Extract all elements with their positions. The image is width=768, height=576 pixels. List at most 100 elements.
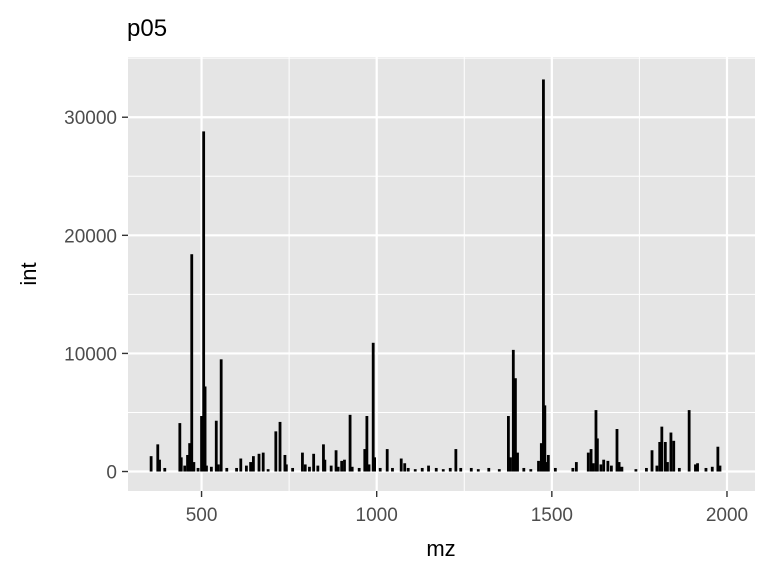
peak-bar <box>203 386 207 472</box>
peak-bar <box>553 467 557 472</box>
x-axis: 500 1000 1500 2000 <box>186 491 748 526</box>
peak-bar <box>365 416 369 472</box>
peak-bar <box>469 467 473 472</box>
peak-bar <box>511 349 515 472</box>
peak-bar <box>257 453 261 472</box>
peak-bar <box>357 467 361 472</box>
y-tick-label: 10000 <box>64 344 117 365</box>
peak-bar <box>186 454 189 472</box>
x-tick-label: 1500 <box>531 505 573 526</box>
peak-bar <box>574 462 578 472</box>
x-axis-label: mz <box>426 536 455 561</box>
peak-bar <box>363 449 367 472</box>
peak-bar <box>589 449 593 472</box>
peak-bar <box>615 429 619 472</box>
peak-bar <box>617 462 621 472</box>
y-axis: 0 10000 20000 30000 <box>64 108 128 484</box>
peak-bar <box>658 441 662 472</box>
peak-bar <box>266 469 270 472</box>
peak-bar <box>399 458 403 472</box>
peak-bar <box>516 452 519 472</box>
peak-bar <box>252 456 255 472</box>
peak-bar <box>156 444 160 472</box>
peak-bar <box>537 460 540 472</box>
peak-bar <box>716 446 720 472</box>
peak-bar <box>694 464 697 472</box>
peak-bar <box>666 462 669 472</box>
peak-bar <box>340 460 344 472</box>
peak-bar <box>348 414 352 472</box>
peak-bar <box>645 467 648 472</box>
peak-bar <box>650 450 654 472</box>
peak-bar <box>163 467 167 472</box>
peak-bar <box>509 457 512 472</box>
peak-bar <box>391 467 394 472</box>
y-axis-label: int <box>16 262 41 285</box>
peak-bar <box>329 465 333 472</box>
y-tick-label: 0 <box>106 463 117 484</box>
peak-bar <box>620 466 624 472</box>
peak-bar <box>420 467 424 472</box>
peak-bar <box>413 469 417 472</box>
peak-bar <box>178 423 182 472</box>
peak-bar <box>522 467 526 472</box>
peak-bar <box>192 462 196 472</box>
peak-bar <box>373 457 376 472</box>
peak-bar <box>283 454 287 472</box>
peak-bar <box>599 464 603 472</box>
peak-bar <box>235 467 238 472</box>
peak-bar <box>149 456 153 472</box>
peak-bar <box>459 467 463 472</box>
peak-bar <box>200 416 203 472</box>
peak-bar <box>609 465 613 472</box>
peak-bar <box>571 467 575 472</box>
peak-bar <box>196 467 200 472</box>
peak-bar <box>308 466 311 472</box>
peak-bar <box>545 462 549 472</box>
peak-bar <box>655 465 659 472</box>
peak-bar <box>284 464 288 472</box>
peak-bar <box>249 462 252 472</box>
peak-bar <box>244 465 248 472</box>
peak-bar <box>225 467 229 472</box>
peak-bar <box>303 464 307 472</box>
y-tick-label: 30000 <box>64 108 117 129</box>
peak-bar <box>334 450 338 472</box>
peak-bar <box>214 420 218 472</box>
peak-bar <box>188 443 192 472</box>
peak-bar <box>190 254 194 472</box>
peak-bar <box>350 466 354 472</box>
peak-bar <box>543 405 547 472</box>
peak-bar <box>454 449 458 472</box>
peak-bar <box>696 463 699 472</box>
peak-bar <box>672 440 676 472</box>
minor-gridlines <box>128 57 755 491</box>
peak-bar <box>202 131 206 472</box>
peak-bar <box>427 465 430 472</box>
peak-bar <box>371 342 375 472</box>
peak-bar <box>367 464 371 472</box>
peak-bar <box>274 431 278 472</box>
peak-bar <box>239 458 243 472</box>
x-tick-label: 500 <box>186 505 218 526</box>
peak-bar <box>378 467 382 472</box>
peak-bar <box>219 359 223 472</box>
peak-bar <box>591 463 595 472</box>
peak-bar <box>343 459 346 472</box>
peak-bar <box>322 444 325 472</box>
chart-title: p05 <box>127 15 167 42</box>
peak-bar <box>677 467 681 472</box>
peak-bar <box>606 460 610 472</box>
peak-bar <box>403 463 407 472</box>
peak-bar <box>539 443 543 472</box>
peak-bar <box>183 465 187 472</box>
peak-bar <box>663 441 667 472</box>
peak-bar <box>687 410 691 472</box>
peak-bar <box>209 466 213 472</box>
peak-bar <box>336 466 340 472</box>
peak-bar <box>205 465 208 472</box>
peak-bar <box>542 79 545 472</box>
x-tick-label: 1000 <box>356 505 398 526</box>
peak-bar <box>316 465 320 472</box>
peak-bar <box>704 467 708 472</box>
